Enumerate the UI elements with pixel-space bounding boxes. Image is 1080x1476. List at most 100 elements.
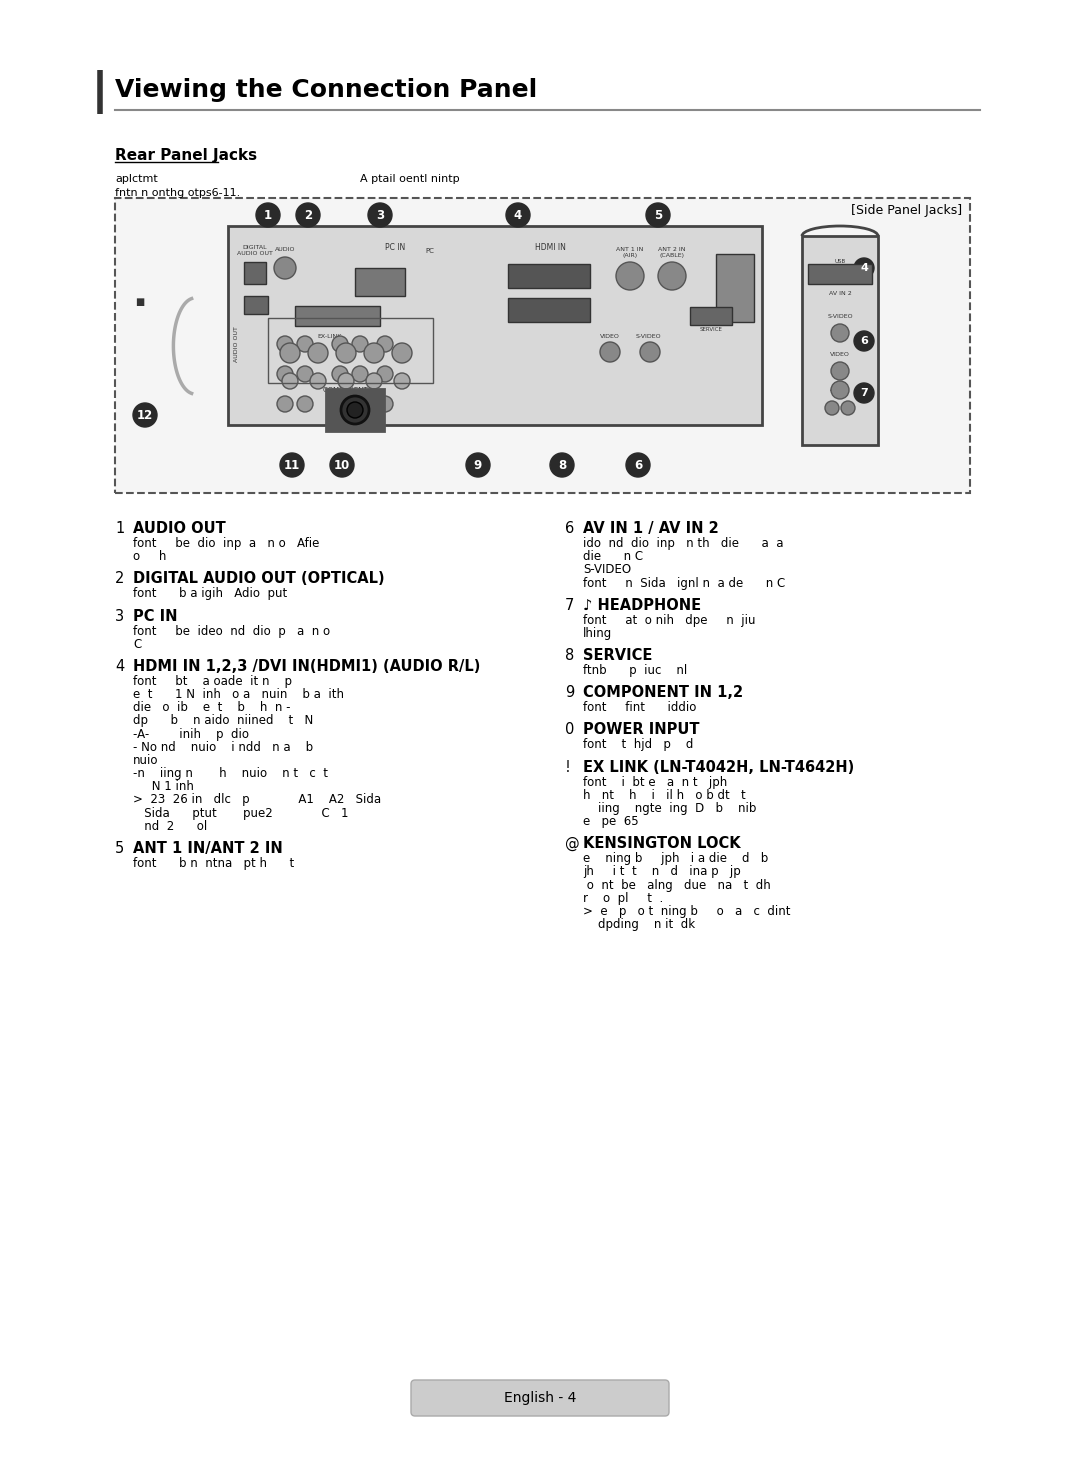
Text: DIGITAL
AUDIO OUT: DIGITAL AUDIO OUT (238, 245, 273, 255)
Circle shape (831, 362, 849, 379)
Circle shape (392, 342, 411, 363)
Text: e  t      1 N  inh   o a   nuin    b a  ith: e t 1 N inh o a nuin b a ith (133, 688, 345, 701)
Bar (808, 264, 872, 283)
Text: ido  nd  dio  inp   n th   die      a  a: ido nd dio inp n th die a a (583, 537, 783, 551)
Circle shape (600, 342, 620, 362)
Text: SERVICE: SERVICE (700, 328, 723, 332)
Circle shape (352, 337, 368, 351)
Text: font      b n  ntna   pt h      t: font b n ntna pt h t (133, 858, 294, 869)
Circle shape (347, 401, 363, 418)
Circle shape (465, 453, 490, 477)
Text: HDMI IN: HDMI IN (535, 244, 566, 252)
Text: A ptail oentl nintp: A ptail oentl nintp (360, 174, 460, 184)
Text: font     fint      iddio: font fint iddio (583, 701, 697, 714)
Text: PC IN: PC IN (133, 608, 177, 623)
Circle shape (310, 373, 326, 390)
Text: - No nd    nuio    i ndd   n a    b: - No nd nuio i ndd n a b (133, 741, 313, 754)
Text: 4: 4 (514, 208, 522, 221)
Text: o  nt  be   alng   due   na   t  dh: o nt be alng due na t dh (583, 878, 771, 892)
Circle shape (297, 366, 313, 382)
Text: 6: 6 (634, 459, 643, 471)
Bar (114, 198, 970, 493)
Circle shape (854, 331, 874, 351)
Text: S-VIDEO: S-VIDEO (827, 314, 853, 319)
Text: iing    ngte  ing  D   b    nib: iing ngte ing D b nib (583, 801, 756, 815)
Text: 2: 2 (303, 208, 312, 221)
Text: nd  2      ol: nd 2 ol (133, 819, 207, 832)
Circle shape (831, 325, 849, 342)
Text: 11: 11 (284, 459, 300, 471)
Circle shape (352, 366, 368, 382)
Text: AUDIO: AUDIO (274, 246, 295, 252)
Text: AUDIO OUT: AUDIO OUT (133, 521, 226, 536)
Circle shape (297, 337, 313, 351)
Text: 7: 7 (565, 598, 575, 613)
Text: ANT 2 IN
(CABLE): ANT 2 IN (CABLE) (658, 246, 686, 258)
Text: die      n C: die n C (583, 551, 643, 564)
Circle shape (825, 401, 839, 415)
Text: ftnb      p  iuc    nl: ftnb p iuc nl (583, 664, 687, 677)
Text: 4: 4 (114, 658, 124, 675)
Text: font      b a igih   Adio  put: font b a igih Adio put (133, 587, 287, 601)
Text: AV
IN
1: AV IN 1 (731, 254, 739, 270)
Text: r    o  pl     t  .: r o pl t . (583, 892, 663, 905)
Circle shape (352, 396, 368, 412)
Text: 9: 9 (565, 685, 575, 700)
Circle shape (626, 453, 650, 477)
Text: 3: 3 (114, 608, 124, 623)
Text: font    t  hjd   p    d: font t hjd p d (583, 738, 693, 751)
Text: [Side Panel Jacks]: [Side Panel Jacks] (851, 204, 962, 217)
Text: 1: 1 (264, 208, 272, 221)
Circle shape (368, 204, 392, 227)
Text: 0: 0 (565, 722, 575, 738)
Text: ANT 1 IN/ANT 2 IN: ANT 1 IN/ANT 2 IN (133, 841, 283, 856)
Circle shape (133, 403, 157, 427)
Text: 1: 1 (114, 521, 124, 536)
Text: aplctmt: aplctmt (114, 174, 158, 184)
Text: 7: 7 (860, 388, 868, 399)
Bar (295, 306, 380, 326)
Text: KENSINGTON LOCK: KENSINGTON LOCK (583, 837, 741, 852)
Text: >  23  26 in   dlc   p             A1    A2   Sida: > 23 26 in dlc p A1 A2 Sida (133, 794, 381, 806)
Text: HDMI IN 1,2,3 /DVI IN(HDMI1) (AUDIO R/L): HDMI IN 1,2,3 /DVI IN(HDMI1) (AUDIO R/L) (133, 658, 481, 675)
Text: 4: 4 (860, 263, 868, 273)
Circle shape (658, 263, 686, 289)
Circle shape (308, 342, 328, 363)
Text: Viewing the Connection Panel: Viewing the Connection Panel (114, 78, 537, 102)
Text: -A-        inih    p  dio: -A- inih p dio (133, 728, 249, 741)
Text: font    i  bt e   a  n t   jph: font i bt e a n t jph (583, 775, 727, 788)
Text: 8: 8 (558, 459, 566, 471)
Text: >  e   p   o t  ning b     o   a   c  dint: > e p o t ning b o a c dint (583, 905, 791, 918)
Text: 2: 2 (584, 272, 590, 280)
Text: 6: 6 (860, 337, 868, 345)
Circle shape (280, 453, 303, 477)
Circle shape (831, 381, 849, 399)
Text: PC IN: PC IN (384, 244, 405, 252)
Text: USB: USB (835, 258, 846, 264)
Text: English - 4: English - 4 (503, 1390, 577, 1405)
Circle shape (296, 204, 320, 227)
Text: AV IN 1 / AV IN 2: AV IN 1 / AV IN 2 (583, 521, 719, 536)
Text: ■: ■ (135, 297, 145, 307)
Circle shape (854, 258, 874, 277)
Text: COMPONENT IN 1,2: COMPONENT IN 1,2 (583, 685, 743, 700)
Text: 12: 12 (137, 409, 153, 422)
Text: ANT 1 IN
(AIR): ANT 1 IN (AIR) (617, 246, 644, 258)
Text: S-VIDEO: S-VIDEO (583, 564, 631, 576)
Text: 5: 5 (114, 841, 124, 856)
Bar (690, 307, 732, 325)
Text: !: ! (565, 760, 571, 775)
Circle shape (646, 204, 670, 227)
Text: 10: 10 (334, 459, 350, 471)
Circle shape (550, 453, 573, 477)
Text: COMPONENT IN: COMPONENT IN (323, 387, 377, 393)
Circle shape (364, 342, 384, 363)
Circle shape (336, 342, 356, 363)
FancyBboxPatch shape (411, 1380, 669, 1415)
Circle shape (366, 373, 382, 390)
Text: e    ning b     jph   i a die    d   b: e ning b jph i a die d b (583, 852, 768, 865)
Text: POWER INPUT: POWER INPUT (583, 722, 700, 738)
Circle shape (297, 396, 313, 412)
Circle shape (377, 366, 393, 382)
Text: 1: 1 (584, 306, 590, 314)
